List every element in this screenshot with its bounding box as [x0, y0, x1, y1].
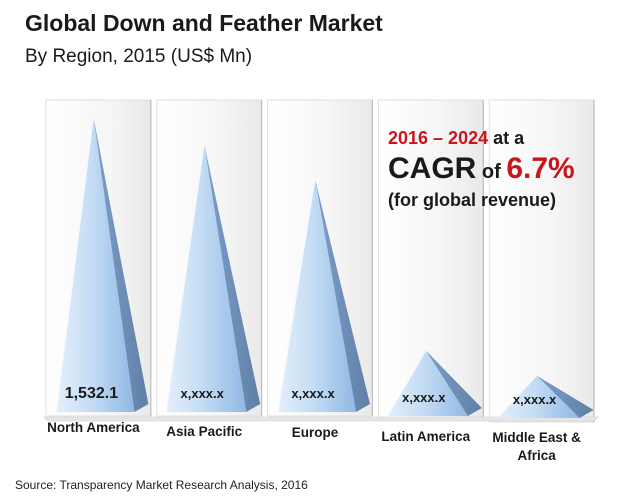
cagr-callout: 2016 – 2024 at a CAGR of 6.7% (for globa…: [388, 128, 598, 211]
chart-subtitle: By Region, 2015 (US$ Mn): [25, 46, 253, 67]
pyramid-side: [536, 375, 594, 418]
pyramid-edge: [165, 144, 205, 413]
value-label: x,xxx.x: [513, 392, 557, 407]
value-label: 1,532.1: [65, 385, 118, 402]
value-labels: 1,532.1 x,xxx.x x,xxx.x x,xxx.x x,xxx.x: [65, 385, 557, 407]
cagr-note: (for global revenue): [388, 190, 557, 210]
pyramid-side: [425, 350, 482, 416]
cagr-rate-line: CAGR of 6.7%: [388, 152, 598, 186]
pyramid-edge: [497, 375, 537, 419]
cagr-years: 2016 – 2024: [388, 128, 489, 148]
pyramid-front: [56, 117, 135, 412]
value-label: x,xxx.x: [402, 390, 446, 405]
category-label: Middle East & Africa: [492, 430, 581, 463]
pyramid-edge: [277, 178, 316, 413]
cagr-at-a: at a: [488, 128, 525, 148]
category-labels: North America Asia Pacific Europe Latin Ame…: [47, 420, 581, 463]
pyramid-edge: [387, 350, 427, 417]
value-label: x,xxx.x: [181, 386, 225, 401]
pyramid-side: [93, 117, 149, 412]
pyramid-front: [387, 350, 468, 416]
pyramid-front: [497, 375, 580, 418]
category-label: Europe: [292, 425, 339, 440]
value-label: x,xxx.x: [291, 386, 335, 401]
chart-floor: [43, 416, 599, 422]
cagr-period-line: 2016 – 2024 at a: [388, 128, 598, 149]
cagr-label: CAGR: [388, 152, 477, 185]
pyramid-side: [315, 179, 370, 412]
pyramid-side: [204, 144, 261, 412]
cagr-rate: 6.7%: [506, 152, 575, 185]
pyramid-front: [278, 179, 356, 412]
pyramid-front: [166, 144, 247, 412]
category-label: Latin America: [381, 429, 470, 444]
column-wall: [488, 99, 595, 423]
category-label: North America: [47, 420, 140, 435]
source-note: Source: Transparency Market Research Ana…: [15, 478, 308, 492]
category-label: Asia Pacific: [166, 424, 242, 439]
cagr-of: of: [476, 161, 507, 183]
pyramid-edge: [55, 116, 94, 413]
chart-title: Global Down and Feather Market: [25, 10, 383, 36]
pyramid-series: [55, 116, 594, 419]
chart-walls: [43, 99, 599, 423]
